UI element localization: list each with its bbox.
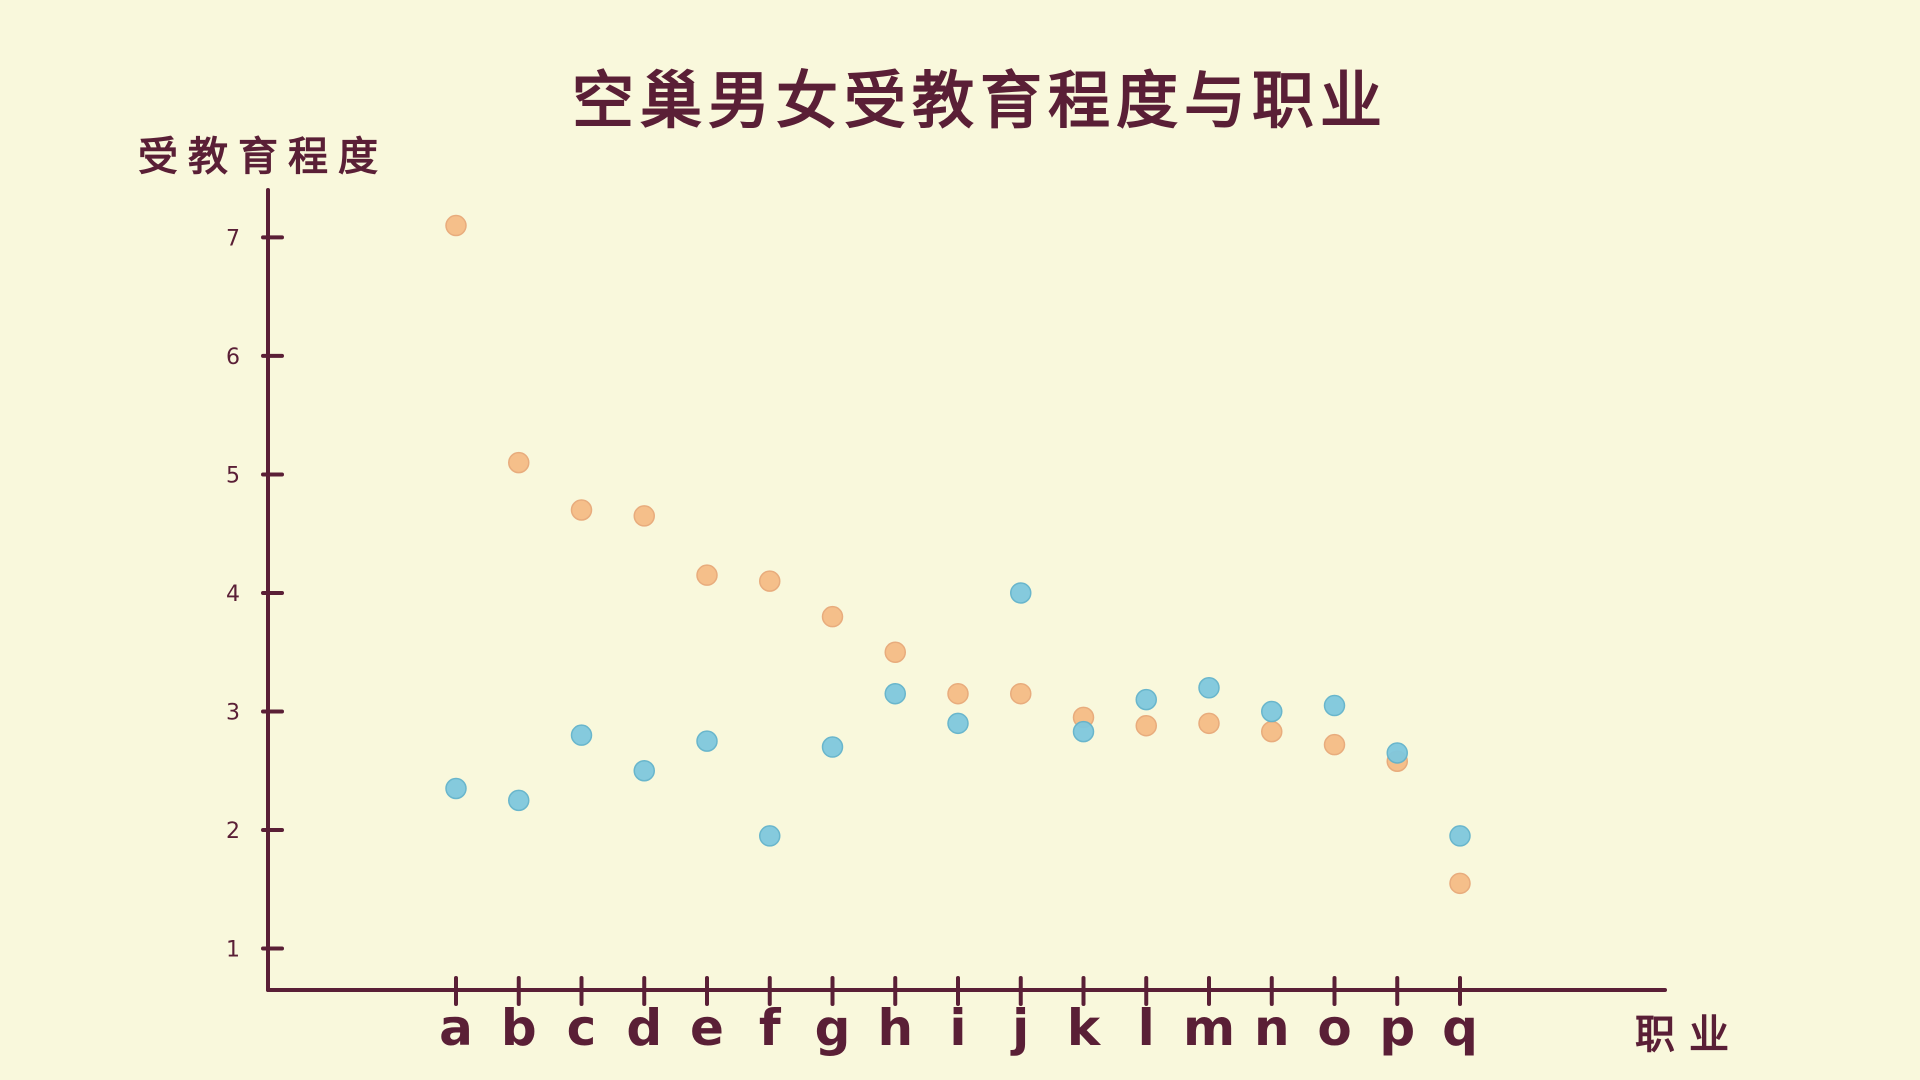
data-point-series-2: [508, 789, 530, 812]
data-point-series-1: [1010, 682, 1032, 705]
x-tick-label: m: [1183, 999, 1235, 1057]
data-point-series-2: [1010, 582, 1032, 604]
data-point-series-2: [1449, 825, 1471, 847]
data-point-series-1: [1261, 720, 1283, 743]
y-axis-title: 受教育程度: [138, 134, 388, 180]
data-point-series-2: [821, 736, 844, 758]
data-point-series-2: [759, 825, 781, 847]
data-point-series-2: [1198, 677, 1220, 699]
x-tick-label: c: [567, 999, 597, 1057]
x-tick-label: a: [439, 999, 473, 1057]
x-tick-label: k: [1067, 999, 1102, 1057]
data-point-series-1: [1198, 712, 1220, 735]
y-tick-label: 4: [226, 582, 240, 607]
y-tick-label: 6: [226, 345, 240, 370]
data-point-series-2: [445, 777, 467, 800]
data-point-series-1: [1449, 872, 1471, 895]
x-tick-label: h: [877, 999, 913, 1057]
x-tick-label: p: [1379, 999, 1415, 1057]
x-tick-label: e: [690, 999, 724, 1057]
data-point-series-2: [1323, 694, 1346, 717]
data-point-series-1: [759, 570, 781, 592]
y-tick-label: 5: [226, 463, 240, 488]
y-tick-label: 7: [226, 226, 240, 251]
data-point-series-2: [696, 730, 718, 752]
data-point-series-2: [1261, 700, 1283, 723]
data-point-series-2: [1135, 688, 1157, 711]
x-tick-label: o: [1317, 999, 1351, 1057]
x-tick-label: f: [759, 999, 782, 1057]
data-point-series-1: [821, 605, 844, 628]
x-tick-label: n: [1254, 999, 1290, 1057]
x-tick-label: l: [1138, 999, 1155, 1057]
x-tick-label: d: [626, 999, 662, 1057]
data-point-series-1: [570, 499, 593, 521]
data-point-series-2: [1072, 720, 1095, 743]
x-tick-label: g: [815, 999, 851, 1057]
chart-title: 空巢男女受教育程度与职业: [572, 64, 1388, 137]
x-axis-title: 职业: [1635, 1012, 1743, 1058]
data-point-series-1: [947, 682, 969, 705]
y-tick-label: 1: [226, 938, 240, 963]
data-point-series-2: [884, 682, 906, 705]
data-point-series-1: [445, 214, 467, 237]
points: [445, 214, 1471, 895]
data-point-series-2: [633, 759, 655, 782]
x-tick-label: j: [1010, 999, 1029, 1057]
x-tick-label: b: [501, 999, 537, 1057]
data-point-series-2: [1386, 742, 1408, 764]
x-tick-label: i: [949, 999, 966, 1057]
axes: 1 2 3 4 5 6 7 a b c d e f g h i j k l m n o p q: [226, 188, 1667, 1057]
data-point-series-2: [570, 724, 593, 746]
y-tick-label: 2: [226, 819, 240, 844]
data-point-series-1: [633, 505, 655, 527]
data-point-series-1: [696, 564, 718, 586]
data-point-series-2: [947, 712, 969, 735]
data-point-series-1: [508, 451, 530, 474]
data-point-series-1: [884, 641, 906, 663]
y-tick-label: 3: [226, 700, 240, 725]
x-tick-label: q: [1442, 999, 1478, 1057]
data-point-series-1: [1323, 733, 1346, 756]
data-point-series-1: [1135, 714, 1157, 737]
